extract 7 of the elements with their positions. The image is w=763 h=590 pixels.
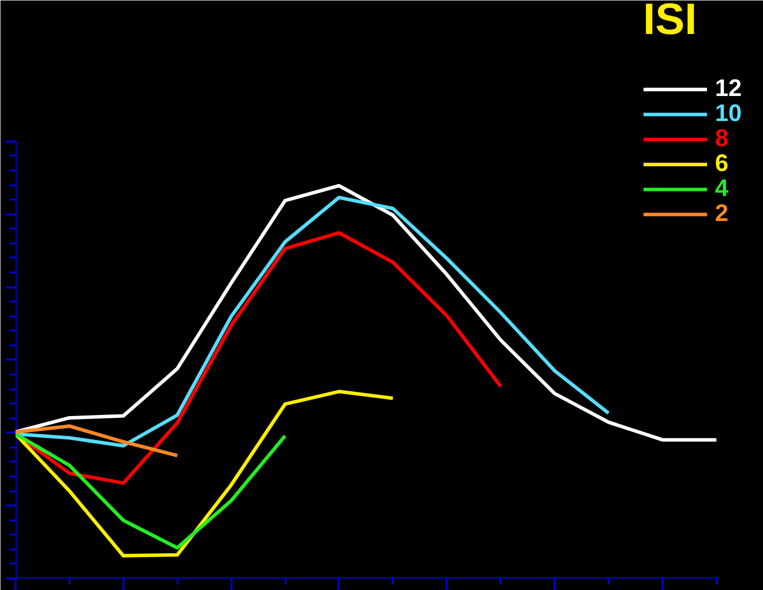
legend-label: 8	[715, 125, 730, 153]
legend-label: 4	[715, 175, 730, 203]
legend-title: ISI	[643, 0, 698, 45]
legend-label: 10	[715, 100, 742, 128]
legend-label: 2	[715, 200, 730, 228]
legend-label: 6	[715, 150, 730, 178]
legend-label: 12	[715, 75, 742, 103]
